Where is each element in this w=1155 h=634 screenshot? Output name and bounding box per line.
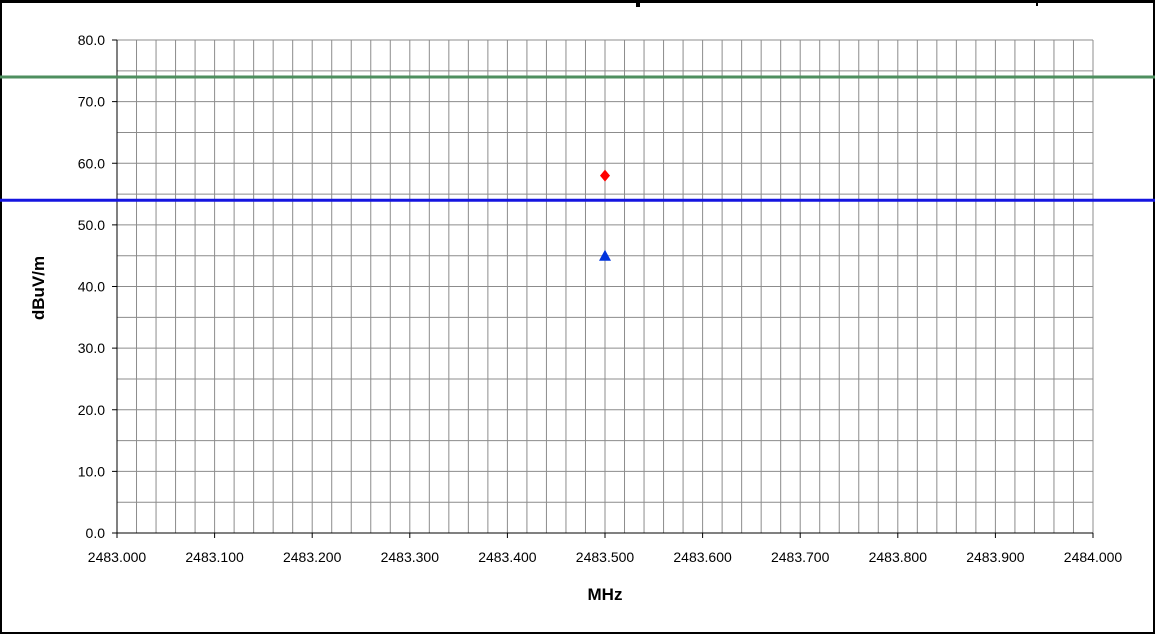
x-tick-label: 2483.700 <box>771 549 830 565</box>
y-tick-label: 50.0 <box>78 217 105 233</box>
reference-lines <box>0 75 1155 202</box>
x-tick-label: 2483.000 <box>88 549 147 565</box>
x-axis-title: MHz <box>588 585 623 604</box>
y-tick-label: 20.0 <box>78 402 105 418</box>
data-point-diamond <box>600 169 610 182</box>
grid <box>117 39 1094 533</box>
top-border-tick <box>1036 0 1038 6</box>
series <box>599 169 611 261</box>
y-tick-label: 10.0 <box>78 463 105 479</box>
x-tick-label: 2483.400 <box>478 549 537 565</box>
y-tick-label: 40.0 <box>78 279 105 295</box>
y-tick-label: 30.0 <box>78 340 105 356</box>
y-tick-label: 80.0 <box>78 32 105 48</box>
x-tick-label: 2483.500 <box>576 549 635 565</box>
x-tick-label: 2483.900 <box>966 549 1025 565</box>
top-border <box>2 0 1155 3</box>
y-tick-label: 70.0 <box>78 94 105 110</box>
x-tick-label: 2484.000 <box>1064 549 1123 565</box>
x-tick-label: 2483.300 <box>381 549 440 565</box>
y-tick-label: 60.0 <box>78 155 105 171</box>
x-tick-label: 2483.800 <box>869 549 928 565</box>
y-axis-title: dBuV/m <box>29 256 48 320</box>
y-tick-labels: 0.0 10.0 20.0 30.0 40.0 50.0 60.0 70.0 80.0 <box>78 32 105 541</box>
x-tick-labels: 2483.000 2483.100 2483.200 2483.300 2483.400… <box>88 549 1123 565</box>
axes <box>112 39 1094 538</box>
data-point-triangle <box>599 249 611 261</box>
y-tick-label: 0.0 <box>86 525 106 541</box>
top-border-notch <box>636 0 640 7</box>
x-tick-label: 2483.600 <box>673 549 732 565</box>
x-tick-label: 2483.200 <box>283 549 342 565</box>
x-tick-label: 2483.100 <box>185 549 244 565</box>
